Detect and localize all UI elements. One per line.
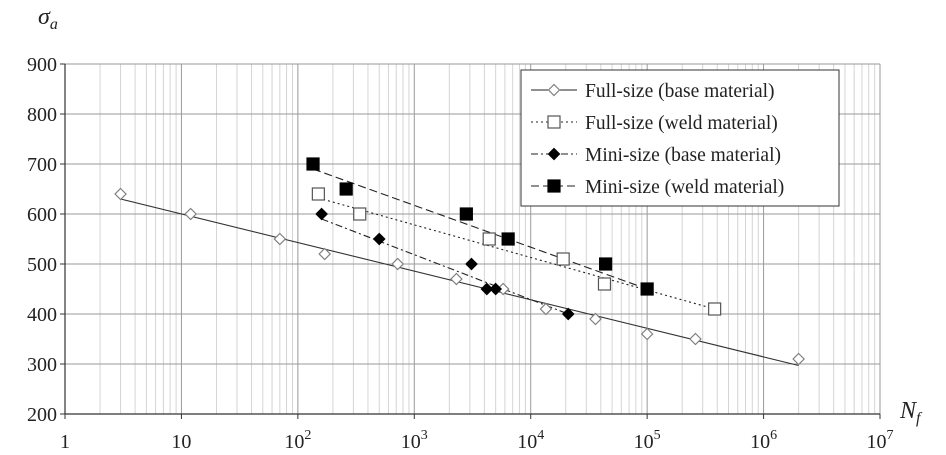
- data-point: [114, 187, 127, 201]
- data-point: [311, 187, 325, 201]
- data-point: [689, 332, 702, 346]
- x-tick-label: 106: [750, 428, 777, 453]
- x-tick-label: 103: [401, 428, 428, 453]
- trend-line: [120, 198, 799, 367]
- legend-box: [520, 69, 840, 207]
- data-point: [556, 252, 570, 266]
- x-tick-label: 104: [517, 428, 544, 453]
- data-point: [318, 247, 332, 261]
- data-point: [465, 257, 478, 271]
- data-point: [273, 232, 287, 246]
- x-tick-label: 10: [171, 431, 191, 453]
- data-point: [589, 312, 602, 326]
- data-point: [482, 232, 496, 246]
- data-point: [480, 282, 494, 296]
- y-axis-label: σa: [38, 4, 58, 33]
- y-tick-label: 500: [27, 254, 57, 276]
- legend: Full-size (base material) Full-size (weld…: [520, 69, 840, 207]
- data-point: [339, 182, 353, 196]
- legend-label: Full-size (weld material): [585, 113, 778, 134]
- data-point: [597, 277, 612, 291]
- data-point: [640, 327, 654, 341]
- trend-line: [318, 197, 715, 310]
- legend-label: Full-size (base material): [585, 81, 775, 102]
- y-tick-label: 300: [27, 354, 57, 376]
- y-tick-label: 600: [27, 204, 57, 226]
- axes: [60, 63, 881, 419]
- y-tick-label: 400: [27, 304, 57, 326]
- y-tick-label: 200: [27, 404, 57, 426]
- data-point: [391, 257, 405, 271]
- x-tick-label: 1: [60, 431, 70, 453]
- data-point: [708, 302, 722, 316]
- data-point: [599, 257, 613, 271]
- data-point: [450, 272, 463, 286]
- x-axis-label: Nf: [899, 398, 923, 427]
- data-point: [315, 207, 328, 221]
- y-tick-label: 800: [27, 104, 57, 126]
- data-point: [561, 307, 575, 321]
- data-point: [306, 157, 320, 171]
- plot-area: [114, 157, 805, 367]
- y-tick-label: 700: [27, 154, 57, 176]
- data-point: [547, 147, 561, 161]
- data-point: [372, 232, 386, 246]
- data-point: [184, 207, 197, 221]
- x-tick-label: 107: [867, 428, 894, 453]
- tick-labels: 200 300 400 500 600 700 800 900 1 10 102 103 104 105 1…: [27, 54, 894, 453]
- legend-label: Mini-size (weld material): [585, 177, 784, 198]
- data-point: [501, 232, 515, 246]
- x-tick-label: 102: [284, 428, 311, 453]
- y-tick-label: 900: [27, 54, 57, 76]
- trend-line: [321, 218, 569, 315]
- data-point: [640, 282, 654, 296]
- data-point: [489, 282, 503, 296]
- data-point: [792, 352, 805, 366]
- data-point: [539, 302, 553, 316]
- trend-line: [312, 168, 648, 290]
- data-point: [547, 83, 561, 97]
- x-tick-label: 105: [634, 428, 661, 453]
- data-point: [353, 207, 367, 221]
- data-point: [459, 207, 473, 221]
- data-point: [547, 179, 561, 193]
- data-point: [547, 115, 561, 129]
- legend-label: Mini-size (base material): [585, 145, 781, 166]
